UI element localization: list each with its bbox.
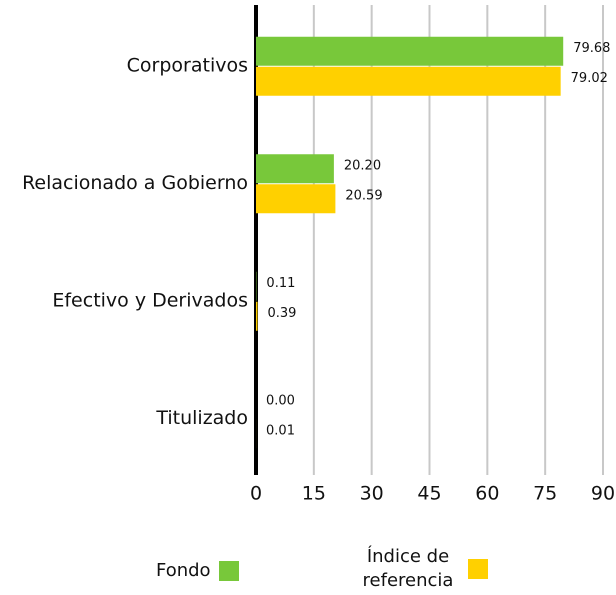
legend: Fondo Índice de referencia — [0, 540, 616, 595]
value-label: 20.59 — [345, 188, 382, 203]
y-tick-label: Corporativos — [127, 54, 248, 76]
value-label: 79.02 — [571, 71, 608, 86]
bar — [256, 184, 336, 214]
value-label: 0.00 — [266, 393, 295, 408]
bar — [256, 66, 561, 96]
x-tick-label: 75 — [533, 483, 557, 505]
value-label: 0.39 — [268, 306, 297, 321]
value-label: 79.68 — [573, 41, 610, 56]
y-tick-label: Relacionado a Gobierno — [22, 172, 248, 194]
x-tick-label: 45 — [417, 483, 441, 505]
y-tick-label: Titulizado — [155, 407, 248, 429]
legend-label: Fondo — [156, 560, 211, 581]
x-tick-label: 0 — [250, 483, 262, 505]
legend-swatch — [218, 560, 239, 581]
value-label: 0.01 — [266, 423, 295, 438]
bar — [256, 36, 564, 66]
x-tick-label: 60 — [475, 483, 499, 505]
chart: 0 15 30 45 60 75 90 Corporativos 79.68 79.02 Relac… — [22, 5, 615, 505]
value-label: 20.20 — [344, 158, 381, 173]
x-tick-label: 15 — [302, 483, 326, 505]
x-tick-label: 30 — [360, 483, 384, 505]
value-label: 0.11 — [266, 276, 295, 291]
legend-item: Fondo — [156, 560, 239, 581]
bar — [256, 154, 334, 184]
y-tick-label: Efectivo y Derivados — [52, 289, 248, 311]
legend-item: Índice de referencia — [356, 545, 488, 593]
bar — [256, 301, 258, 331]
x-tick-label: 90 — [591, 483, 615, 505]
legend-label: Índice de referencia — [362, 546, 454, 591]
legend-swatch — [468, 559, 488, 579]
